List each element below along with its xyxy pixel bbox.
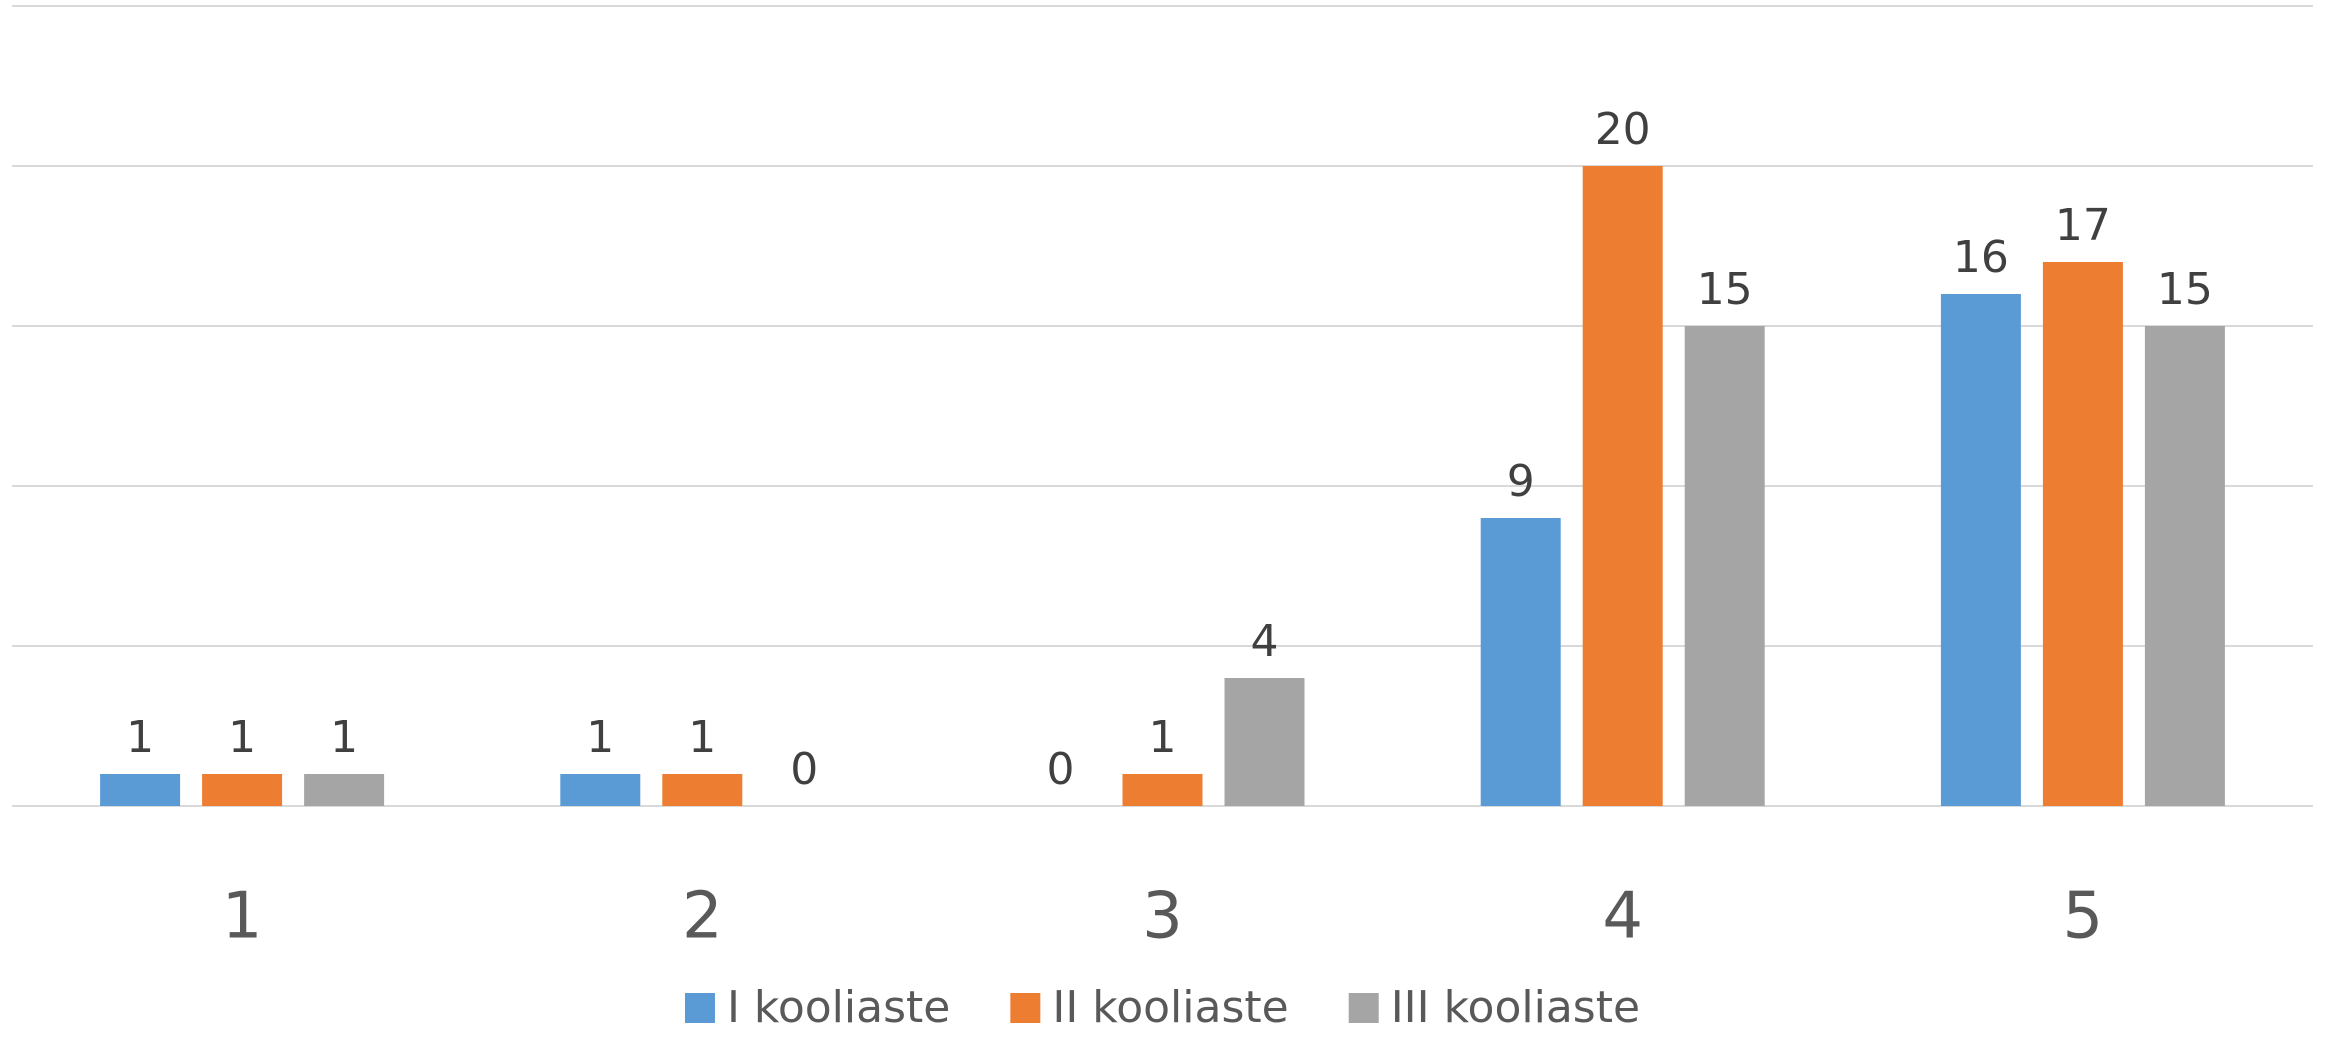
legend-swatch bbox=[1348, 993, 1379, 1023]
bar bbox=[1122, 774, 1203, 806]
bar bbox=[1940, 294, 2021, 806]
data-label: 1 bbox=[586, 712, 614, 763]
data-label: 20 bbox=[1595, 104, 1651, 155]
data-label: 0 bbox=[790, 744, 818, 795]
bar bbox=[1480, 518, 1561, 806]
data-label: 15 bbox=[1697, 264, 1753, 315]
bar bbox=[2144, 326, 2225, 806]
bar bbox=[1224, 678, 1305, 806]
bar bbox=[1684, 326, 1765, 806]
data-label: 1 bbox=[330, 712, 358, 763]
legend-label: II kooliaste bbox=[1052, 982, 1288, 1033]
legend-swatch bbox=[1010, 993, 1041, 1023]
x-tick-label: 4 bbox=[1602, 880, 1643, 954]
legend-swatch bbox=[684, 993, 715, 1023]
x-tick-label: 3 bbox=[1142, 880, 1183, 954]
data-label: 1 bbox=[228, 712, 256, 763]
data-label: 15 bbox=[2157, 264, 2213, 315]
data-label: 1 bbox=[126, 712, 154, 763]
data-label: 1 bbox=[688, 712, 716, 763]
bar bbox=[304, 774, 385, 806]
x-tick-label: 1 bbox=[222, 880, 263, 954]
data-label: 16 bbox=[1953, 232, 2009, 283]
bar bbox=[1582, 166, 1663, 806]
legend-label: I kooliaste bbox=[727, 982, 950, 1033]
data-label: 4 bbox=[1251, 616, 1279, 667]
data-label: 17 bbox=[2055, 200, 2111, 251]
x-tick-label: 5 bbox=[2063, 880, 2104, 954]
bar bbox=[100, 774, 181, 806]
bar bbox=[2042, 262, 2123, 806]
bar bbox=[560, 774, 641, 806]
legend-label: III kooliaste bbox=[1391, 982, 1640, 1033]
bar bbox=[202, 774, 283, 806]
bar bbox=[662, 774, 743, 806]
data-label: 1 bbox=[1149, 712, 1177, 763]
x-tick-label: 2 bbox=[682, 880, 723, 954]
data-label: 0 bbox=[1047, 744, 1075, 795]
data-label: 9 bbox=[1507, 456, 1535, 507]
